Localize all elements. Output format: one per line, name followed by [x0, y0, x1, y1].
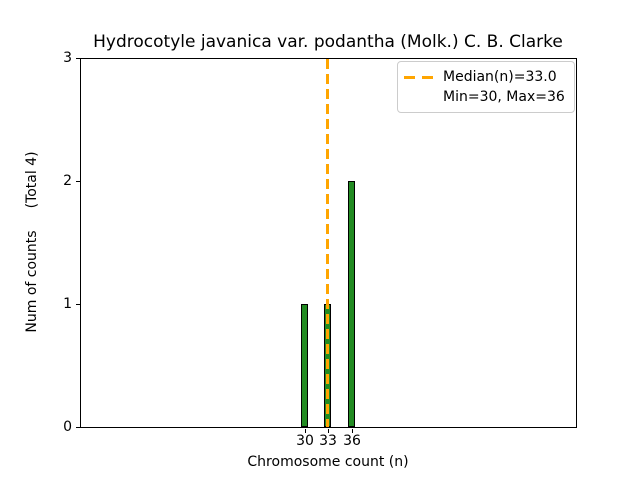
median-dashed-line-icon: [404, 75, 433, 79]
x-axis-label: Chromosome count (n): [247, 454, 409, 470]
bar-36: [348, 181, 355, 427]
y-tick-label-3: 3: [63, 50, 72, 66]
legend-label-minmax: Min=30, Max=36: [443, 89, 565, 105]
legend-label-median: Median(n)=33.0: [443, 69, 557, 85]
chart-title: Hydrocotyle javanica var. podantha (Molk…: [93, 32, 563, 52]
median-line: [326, 59, 329, 427]
y-tick-label-2: 2: [63, 173, 72, 189]
y-tick-mark-2: [76, 181, 80, 182]
x-tick-label-30: 30: [296, 433, 314, 449]
y-axis-label-main: Num of counts: [24, 230, 40, 333]
y-tick-mark-0: [76, 427, 80, 428]
legend-row-median: Median(n)=33.0: [404, 67, 566, 87]
y-tick-mark-3: [76, 58, 80, 59]
legend-empty-handle: [404, 96, 433, 99]
y-axis-label: Num of counts (Total 4): [24, 151, 40, 332]
y-tick-mark-1: [76, 304, 80, 305]
legend: Median(n)=33.0 Min=30, Max=36: [397, 61, 575, 113]
x-tick-mark-33: [328, 429, 329, 433]
x-tick-mark-36: [352, 429, 353, 433]
bar-30: [301, 304, 308, 427]
legend-row-minmax: Min=30, Max=36: [404, 87, 566, 107]
x-tick-label-36: 36: [343, 433, 361, 449]
x-tick-mark-30: [305, 429, 306, 433]
y-tick-label-1: 1: [63, 296, 72, 312]
y-tick-label-0: 0: [63, 419, 72, 435]
y-axis-label-total: (Total 4): [24, 151, 40, 209]
plot-area: Median(n)=33.0 Min=30, Max=36: [80, 58, 577, 428]
x-tick-label-33: 33: [319, 433, 337, 449]
